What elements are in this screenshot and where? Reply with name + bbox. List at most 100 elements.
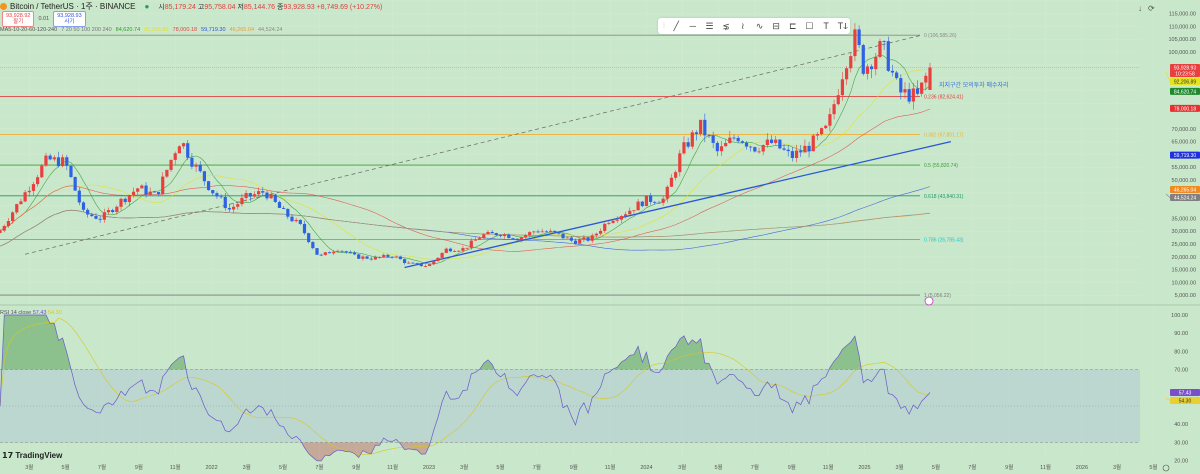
candle-body	[265, 192, 269, 199]
candle-body	[273, 194, 277, 203]
short-position-icon[interactable]: ⊏	[789, 20, 797, 31]
fib-retracement: 0 (106,585.26) 0.236 (82,624.41) 0.382 (67…	[0, 33, 964, 299]
candle-body	[815, 134, 820, 136]
price-badge	[1170, 388, 1200, 396]
price-badge	[1170, 396, 1200, 404]
candle-body	[48, 155, 52, 160]
candle-body	[494, 233, 498, 236]
candle-body	[357, 254, 361, 259]
candle-body	[865, 66, 870, 74]
candle-body	[674, 172, 678, 178]
settings-icon[interactable]	[1162, 464, 1170, 472]
candle-body	[790, 151, 794, 158]
price-tick-label: 50,000.00	[1172, 178, 1196, 184]
candle-body	[111, 210, 115, 213]
candle-body	[628, 210, 632, 215]
price-badge-label: 93,928.93	[1174, 66, 1196, 72]
candle-body	[744, 142, 749, 147]
trend-lines	[25, 34, 951, 269]
price-change: +8,749.69 (+10.27%)	[316, 3, 383, 11]
candle-body	[649, 195, 653, 202]
candle-body	[23, 192, 27, 202]
text-icon[interactable]: T	[823, 21, 829, 31]
refresh-icon[interactable]: ⟳	[1148, 4, 1155, 13]
time-tick-label: 3월	[243, 463, 251, 471]
candle-body	[311, 242, 315, 249]
candle-body	[423, 266, 428, 267]
tradingview-logo[interactable]: 𝟭𝟳 TradingView	[2, 451, 63, 460]
candle-body	[557, 231, 561, 234]
time-tick-label: 5월	[279, 463, 287, 471]
rsi-tick-label: 70.00	[1174, 368, 1188, 374]
price-tick-label: 115,000.00	[1169, 12, 1196, 18]
candle-body	[448, 248, 453, 252]
candle-body	[890, 70, 895, 73]
candle-body	[619, 216, 624, 220]
candle-body	[102, 212, 106, 220]
horizontal-line-icon[interactable]: ─	[689, 21, 697, 31]
candle-body	[190, 157, 194, 167]
text-note-icon[interactable]: Tↆ	[837, 20, 848, 31]
fib-level-label: 0 (106,585.26)	[924, 33, 957, 39]
chart-annotation[interactable]: 지지구간 모의투자 매수자리	[939, 83, 1009, 89]
candle-body	[31, 184, 36, 191]
candle-body	[899, 78, 903, 93]
rectangle-icon[interactable]: ☐	[805, 20, 814, 31]
rsi-tick-label: 20.00	[1174, 459, 1188, 465]
candle-body	[186, 143, 190, 158]
fib-level-label: 0.786 (26,785.43)	[924, 237, 964, 243]
download-icon[interactable]: ↓	[1138, 4, 1142, 13]
time-tick-label: 11월	[387, 463, 398, 471]
candle-body	[586, 237, 590, 241]
buy-button[interactable]: 93,928.93 사기	[53, 11, 86, 27]
time-tick-label: 7월	[751, 463, 759, 471]
candle-body	[598, 230, 603, 234]
candle-body	[719, 146, 724, 152]
price-tick-label: 25,000.00	[1172, 242, 1196, 248]
candle-body	[486, 231, 490, 235]
trend-line-icon[interactable]: ╱	[673, 20, 679, 31]
candle-body	[286, 208, 290, 217]
sell-button[interactable]: 93,928.92 팔기	[2, 11, 35, 27]
price-badge-label: 46,265.04	[1174, 188, 1196, 194]
candle-body	[169, 159, 173, 170]
support-trend-line	[404, 140, 951, 269]
candle-body	[344, 251, 348, 253]
fib-retracement-icon[interactable]: ☰	[705, 20, 714, 31]
xabcd-pattern-icon[interactable]: ≀	[741, 20, 745, 31]
candle-body	[173, 153, 177, 160]
candle-body	[503, 234, 507, 237]
long-position-icon[interactable]: ⊟	[772, 20, 780, 31]
price-tick-label: 100,000.00	[1168, 50, 1196, 56]
candle-body	[365, 256, 369, 259]
candle-body	[778, 139, 782, 149]
candle-body	[753, 147, 757, 152]
candle-body	[736, 137, 740, 142]
goto-realtime-icon[interactable]	[924, 296, 934, 306]
candle-body	[523, 235, 528, 238]
elliott-wave-icon[interactable]: ∿	[755, 20, 764, 31]
ma-line-ma7	[0, 54, 931, 265]
rsi-legend[interactable]: RSI 14 close 57.43 54.30	[0, 310, 62, 316]
candle-body	[548, 230, 553, 232]
candle-body	[98, 218, 102, 220]
drag-handle-icon[interactable]: ⁞	[662, 22, 665, 30]
candle-body	[119, 198, 123, 207]
ma-value: 59,719.30	[201, 27, 226, 33]
candle-body	[52, 157, 56, 160]
candle-body	[407, 262, 411, 264]
symbol-title[interactable]: Bitcoin / TetherUS · 1주 · BINANCE	[10, 2, 136, 11]
ma-value: 84,620.74	[115, 27, 141, 33]
ma-value: 44,524.24	[258, 27, 283, 33]
pitchfork-icon[interactable]: ⋦	[722, 20, 730, 31]
candle-body	[307, 233, 311, 243]
moving-averages	[0, 54, 931, 265]
price-badge	[1170, 64, 1200, 78]
ma-value: 78,000.18	[172, 27, 198, 33]
candle-body	[15, 204, 19, 213]
ma-legend[interactable]: MA5-10-20-60-120-240 7 20 50 100 200 240 8…	[0, 27, 283, 33]
rsi-tick-label: 90.00	[1174, 331, 1188, 337]
ma-line-ma200	[0, 209, 931, 247]
